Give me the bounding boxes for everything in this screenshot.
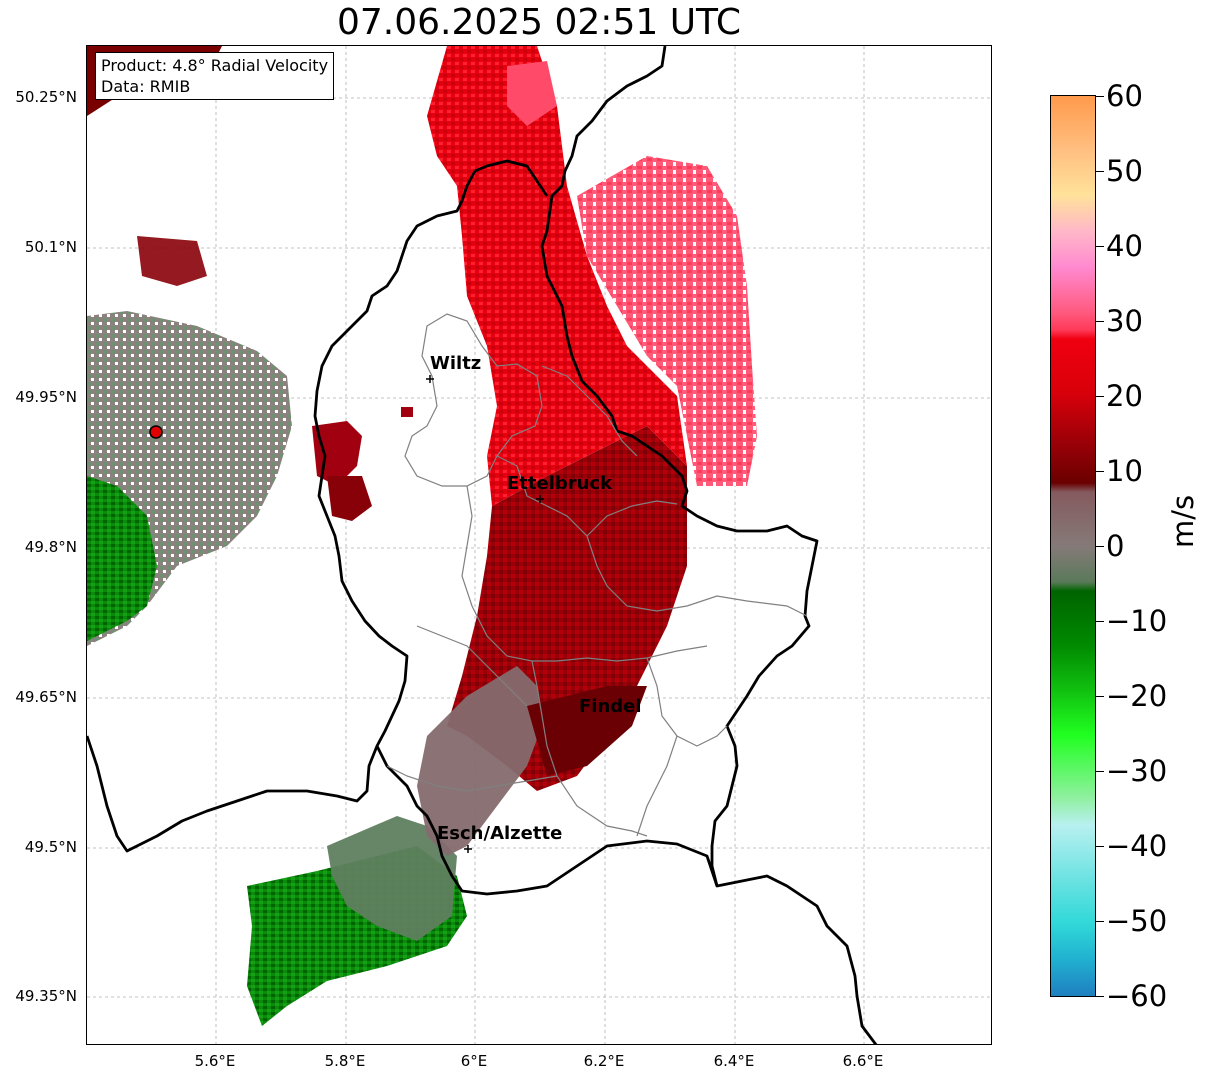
- colorbar-label: −40: [1106, 829, 1168, 863]
- city-label-ettelbruck: Ettelbruck: [507, 473, 613, 494]
- colorbar-tick: [1096, 171, 1104, 172]
- lat-tick-label: 49.35°N: [15, 987, 77, 1005]
- colorbar-tick: [1096, 246, 1104, 247]
- map-panel[interactable]: Wiltz Ettelbruck Findel Esch/Alzette: [86, 45, 992, 1045]
- echo-west-radar: [87, 236, 292, 646]
- product-info-box: Product: 4.8° Radial Velocity Data: RMIB: [95, 52, 335, 100]
- colorbar-tick: [1096, 546, 1104, 547]
- city-label-esch-alzette: Esch/Alzette: [437, 823, 562, 844]
- colorbar-tick: [1096, 921, 1104, 922]
- colorbar-label: −60: [1106, 979, 1168, 1013]
- colorbar-tick: [1096, 996, 1104, 997]
- colorbar-tick: [1096, 96, 1104, 97]
- data-source-label: Data: RMIB: [101, 77, 191, 96]
- colorbar-tick: [1096, 321, 1104, 322]
- city-findel: Findel: [579, 696, 642, 717]
- canton-borders: [386, 313, 808, 837]
- colorbar-unit-label: m/s: [1166, 494, 1200, 548]
- radar-site-marker: [149, 425, 163, 439]
- echo-southwest: [247, 816, 467, 1026]
- colorbar-label: 60: [1106, 79, 1143, 113]
- colorbar-label: 30: [1106, 304, 1143, 338]
- lat-tick-label: 49.8°N: [24, 538, 77, 556]
- lat-tick-label: 49.5°N: [24, 838, 77, 856]
- lat-tick-label: 50.1°N: [24, 238, 77, 256]
- country-borders: [87, 46, 878, 1044]
- city-wiltz: Wiltz: [426, 353, 481, 383]
- colorbar-tick: [1096, 396, 1104, 397]
- echo-main-band: [87, 46, 757, 856]
- colorbar-label: −10: [1106, 604, 1168, 638]
- colorbar-label: 10: [1106, 454, 1143, 488]
- city-esch-alzette: Esch/Alzette: [437, 823, 562, 853]
- city-ettelbruck: Ettelbruck: [507, 473, 613, 503]
- lat-tick-label: 50.25°N: [15, 88, 77, 106]
- colorbar-label: −20: [1106, 679, 1168, 713]
- city-label-wiltz: Wiltz: [430, 353, 481, 374]
- city-label-findel: Findel: [579, 696, 642, 717]
- colorbar-label: −30: [1106, 754, 1168, 788]
- colorbar: [1050, 95, 1096, 997]
- lon-tick-label: 5.6°E: [194, 1052, 236, 1070]
- colorbar-label: −50: [1106, 904, 1168, 938]
- lon-tick-label: 6°E: [460, 1052, 488, 1070]
- lon-tick-label: 6.2°E: [583, 1052, 625, 1070]
- lon-tick-label: 6.6°E: [842, 1052, 884, 1070]
- lon-tick-label: 5.8°E: [324, 1052, 366, 1070]
- colorbar-label: 20: [1106, 379, 1143, 413]
- colorbar-tick: [1096, 771, 1104, 772]
- colorbar-tick: [1096, 696, 1104, 697]
- lon-tick-label: 6.4°E: [713, 1052, 755, 1070]
- lat-tick-label: 49.95°N: [15, 388, 77, 406]
- lat-tick-label: 49.65°N: [15, 688, 77, 706]
- colorbar-tick: [1096, 621, 1104, 622]
- colorbar-tick: [1096, 846, 1104, 847]
- colorbar-tick: [1096, 471, 1104, 472]
- colorbar-label: 0: [1106, 529, 1125, 563]
- product-label: Product: 4.8° Radial Velocity: [101, 56, 329, 75]
- map-title: 07.06.2025 02:51 UTC: [336, 2, 742, 43]
- radar-map: Wiltz Ettelbruck Findel Esch/Alzette: [87, 46, 991, 1044]
- colorbar-label: 50: [1106, 154, 1143, 188]
- colorbar-label: 40: [1106, 229, 1143, 263]
